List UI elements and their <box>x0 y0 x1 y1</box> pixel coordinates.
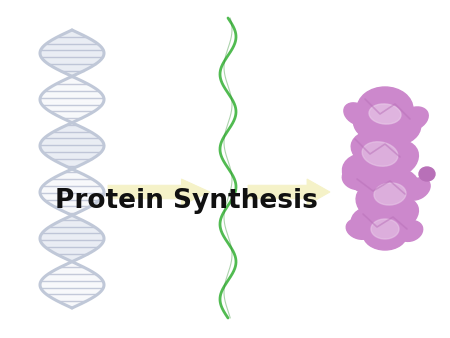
Ellipse shape <box>372 140 418 178</box>
Ellipse shape <box>346 219 374 239</box>
Ellipse shape <box>342 169 368 189</box>
Ellipse shape <box>362 142 398 166</box>
Ellipse shape <box>398 107 428 131</box>
Ellipse shape <box>404 178 430 200</box>
Ellipse shape <box>356 185 404 223</box>
Ellipse shape <box>353 107 392 141</box>
Ellipse shape <box>351 131 403 167</box>
FancyArrow shape <box>108 179 210 205</box>
Ellipse shape <box>357 87 413 131</box>
Ellipse shape <box>344 103 370 125</box>
Text: Protein Synthesis: Protein Synthesis <box>55 188 318 214</box>
Ellipse shape <box>397 221 423 241</box>
FancyArrow shape <box>248 179 330 205</box>
Ellipse shape <box>371 219 399 239</box>
Ellipse shape <box>363 218 407 250</box>
Ellipse shape <box>419 167 435 181</box>
Ellipse shape <box>367 168 419 206</box>
Ellipse shape <box>351 207 399 241</box>
Ellipse shape <box>378 113 421 145</box>
Ellipse shape <box>342 153 397 195</box>
Ellipse shape <box>376 197 419 231</box>
Ellipse shape <box>369 104 401 124</box>
Ellipse shape <box>374 183 406 205</box>
